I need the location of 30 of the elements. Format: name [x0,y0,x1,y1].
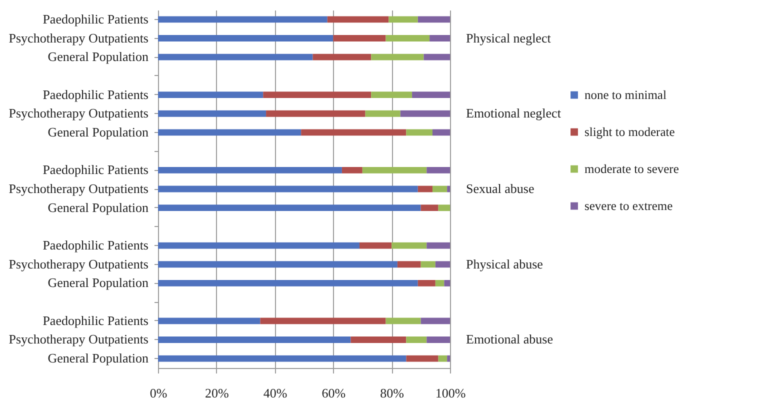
text: Emotional neglect [466,106,562,121]
x-tick-label: 100% [435,386,466,400]
y-tick-label: Paedophilic Patients [42,11,148,26]
legend-label: severe to extreme [584,199,674,214]
y-tick-label: Psychotherapy Outpatients [8,256,148,272]
x-tick-label: 80% [380,386,404,400]
text: Emotional abuse [466,332,554,347]
y-tick-label: General Population [48,49,149,64]
text: Sexual abuse [466,181,534,196]
x-tick-label: 40% [263,386,288,400]
text: Physical neglect [466,30,552,46]
y-tick-label: Psychotherapy Outpatients [8,106,148,121]
legend-label: slight to moderate [584,125,676,140]
x-tick-label: 0% [150,386,168,400]
legend-label: moderate to severe [584,162,680,176]
y-tick-label: Psychotherapy Outpatients [8,332,148,347]
y-tick-label: Paedophilic Patients [42,86,148,102]
y-tick-label: Psychotherapy Outpatients [8,181,148,196]
legend-label: none to minimal [584,88,667,102]
x-tick-label: 60% [322,386,346,400]
x-tick-label: 20% [204,386,229,400]
y-tick-label: Paedophilic Patients [42,312,148,328]
y-tick-label: General Population [48,200,149,215]
y-tick-label: General Population [48,124,149,140]
text: Physical abuse [466,256,544,272]
y-tick-label: Paedophilic Patients [42,162,148,178]
y-tick-label: Paedophilic Patients [42,238,148,253]
y-tick-label: General Population [48,275,149,290]
y-tick-label: Psychotherapy Outpatients [8,30,148,46]
y-tick-label: General Population [48,350,149,366]
